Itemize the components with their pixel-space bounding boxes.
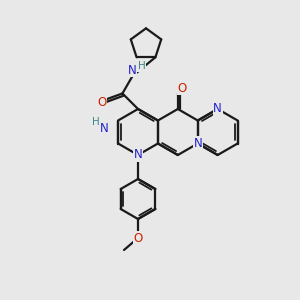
Text: H: H bbox=[138, 61, 145, 71]
Text: O: O bbox=[134, 232, 142, 244]
Text: H: H bbox=[92, 117, 100, 127]
Text: N: N bbox=[213, 103, 222, 116]
Text: N: N bbox=[134, 148, 142, 161]
Text: N: N bbox=[194, 137, 202, 150]
Text: N: N bbox=[128, 64, 137, 76]
Text: O: O bbox=[97, 96, 106, 109]
Text: O: O bbox=[177, 82, 187, 94]
Text: N: N bbox=[100, 122, 109, 136]
